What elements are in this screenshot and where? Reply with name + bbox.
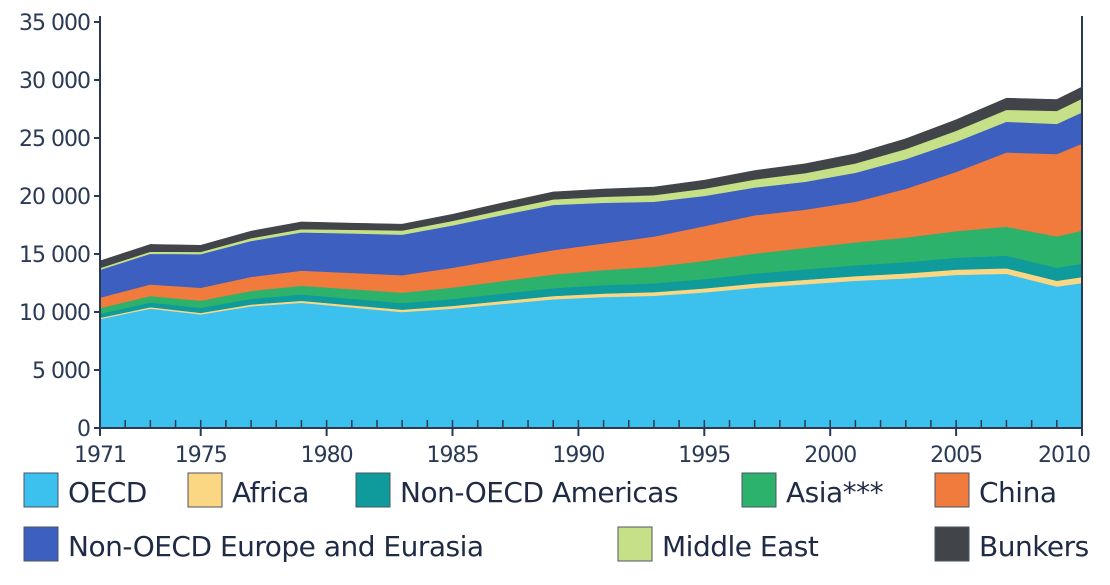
y-tick-label: 5 000 [32, 359, 90, 384]
x-tick-label: 1990 [552, 443, 604, 468]
legend-label: Bunkers [979, 530, 1089, 563]
legend-swatch [741, 472, 777, 508]
y-tick-label: 0 [77, 417, 90, 442]
legend-label: Asia*** [786, 476, 884, 509]
legend-swatch [23, 472, 59, 508]
y-tick-label: 10 000 [19, 301, 90, 326]
legend-label: China [979, 476, 1056, 509]
axes [99, 16, 1083, 429]
area-layers [99, 86, 1083, 429]
legend-swatch [934, 526, 970, 562]
x-tick-label: 2005 [930, 443, 982, 468]
legend-item: Asia*** [741, 472, 884, 509]
legend-label: OECD [68, 476, 147, 509]
y-tick-label: 35 000 [19, 11, 90, 36]
x-tick-label: 1985 [427, 443, 479, 468]
x-tick-label: 1995 [678, 443, 730, 468]
legend-item: Non-OECD Europe and Eurasia [23, 526, 484, 563]
x-tick-label: 1975 [175, 443, 227, 468]
legend: OECD Africa Non-OECD Americas Asia*** China N… [23, 472, 1089, 563]
legend-label: Non-OECD Americas [400, 476, 678, 509]
legend-swatch [617, 526, 653, 562]
legend-item: Non-OECD Americas [355, 472, 679, 509]
legend-item: Bunkers [934, 526, 1089, 563]
legend-item: Middle East [617, 526, 819, 563]
legend-swatch [934, 472, 970, 508]
x-tick-label: 2000 [804, 443, 856, 468]
y-tick-label: 20 000 [19, 185, 90, 210]
legend-label: Africa [232, 476, 309, 509]
legend-item: OECD [23, 472, 147, 509]
legend-label: Non-OECD Europe and Eurasia [68, 530, 484, 563]
legend-item: China [934, 472, 1057, 509]
legend-swatch [187, 472, 223, 508]
legend-swatch [23, 526, 59, 562]
x-tick-label: 1971 [74, 443, 126, 468]
x-tick-label: 1980 [301, 443, 353, 468]
x-tick-label: 2010 [1038, 443, 1090, 468]
y-axis-ticks: 0 5 000 10 000 15 000 20 000 25 000 30 000 35 0… [19, 11, 100, 442]
y-tick-label: 30 000 [19, 69, 90, 94]
y-tick-label: 15 000 [19, 243, 90, 268]
legend-label: Middle East [662, 530, 819, 563]
y-tick-label: 25 000 [19, 127, 90, 152]
legend-item: Africa [187, 472, 309, 509]
x-axis-ticks: 1971 1975 1980 1985 1990 1995 2000 2005 2010 [74, 420, 1091, 468]
legend-swatch [355, 472, 391, 508]
